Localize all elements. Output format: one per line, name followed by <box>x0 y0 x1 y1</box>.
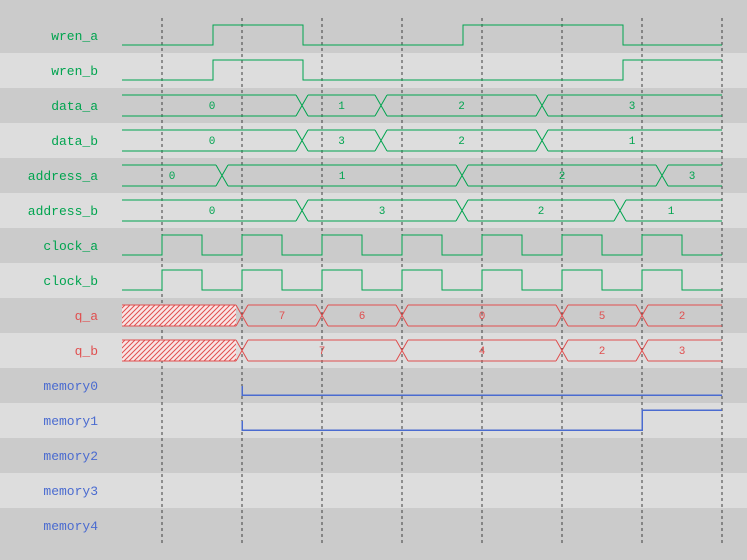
bus-value-q_a: 0 <box>479 311 486 323</box>
bus-value-address_a: 1 <box>339 171 346 183</box>
row-stripe-memory3 <box>0 473 747 508</box>
bus-value-data_a: 2 <box>458 101 465 113</box>
signal-label-q_a[interactable]: q_a <box>75 309 99 324</box>
row-stripe-memory2 <box>0 438 747 473</box>
bus-value-q_a: 2 <box>679 311 686 323</box>
signal-label-wren_b[interactable]: wren_b <box>51 64 98 79</box>
bus-value-data_b: 0 <box>209 136 216 148</box>
bus-value-data_b: 2 <box>458 136 465 148</box>
signal-wave-wren_a <box>122 24 722 46</box>
signal-label-memory3[interactable]: memory3 <box>43 484 98 499</box>
bus-value-address_a: 2 <box>559 171 566 183</box>
row-stripe-wren_b <box>0 53 747 88</box>
signal-wave-wren_b <box>122 59 722 81</box>
signal-name-column: wren_a wren_b data_a data_b address_aaddress… <box>28 29 98 534</box>
signal-wave-memory1 <box>241 409 722 431</box>
signal-wave-address_b: 0 3 2 1 <box>122 199 722 222</box>
bus-value-q_a: 6 <box>359 311 366 323</box>
bus-value-address_b: 3 <box>379 206 386 218</box>
row-stripe-data_b <box>0 123 747 158</box>
signal-label-q_b[interactable]: q_b <box>75 344 98 359</box>
row-stripe-address_b <box>0 193 747 228</box>
signal-label-memory1[interactable]: memory1 <box>43 414 98 429</box>
signal-label-memory2[interactable]: memory2 <box>43 449 98 464</box>
bus-value-q_b: 4 <box>479 346 486 358</box>
row-stripe-wren_a <box>0 18 747 53</box>
signal-label-data_a[interactable]: data_a <box>51 99 98 114</box>
signal-label-wren_a[interactable]: wren_a <box>51 29 98 44</box>
bus-value-address_b: 2 <box>538 206 545 218</box>
row-stripe-q_a <box>0 298 747 333</box>
signal-wave-data_b: 0 3 2 1 <box>122 129 722 152</box>
row-stripe-q_b <box>0 333 747 368</box>
bus-value-address_a: 3 <box>689 171 696 183</box>
signal-wave-clock_a <box>122 234 722 256</box>
signal-label-clock_b[interactable]: clock_b <box>43 274 98 289</box>
bus-value-q_a: 7 <box>279 311 286 323</box>
bus-value-data_a: 3 <box>629 101 636 113</box>
bus-value-address_b: 1 <box>668 206 675 218</box>
signal-waves: 0 1 2 3 0 3 2 1 0 1 2 3 0 3 2 1 7 6 0 5 2 7 4 2 3 <box>122 24 722 431</box>
row-stripe-memory4 <box>0 508 747 543</box>
bus-value-q_a: 5 <box>599 311 606 323</box>
bus-value-data_b: 1 <box>629 136 636 148</box>
bus-value-q_b: 7 <box>319 346 326 358</box>
signal-wave-clock_b <box>122 269 722 291</box>
row-stripe-clock_a <box>0 228 747 263</box>
signal-label-memory0[interactable]: memory0 <box>43 379 98 394</box>
row-stripe-memory1 <box>0 403 747 438</box>
bus-value-address_a: 0 <box>169 171 176 183</box>
bus-value-q_b: 2 <box>599 346 606 358</box>
row-stripe-data_a <box>0 88 747 123</box>
row-stripe-address_a <box>0 158 747 193</box>
signal-wave-data_a: 0 1 2 3 <box>122 94 722 117</box>
signal-wave-memory0 <box>241 386 722 396</box>
signal-label-address_a[interactable]: address_a <box>28 169 98 184</box>
row-stripe-memory0 <box>0 368 747 403</box>
row-stripe-clock_b <box>0 263 747 298</box>
signal-label-clock_a[interactable]: clock_a <box>43 239 98 254</box>
signal-label-address_b[interactable]: address_b <box>28 204 98 219</box>
bus-value-data_b: 3 <box>338 136 345 148</box>
bus-value-address_b: 0 <box>209 206 216 218</box>
signal-label-memory4[interactable]: memory4 <box>43 519 98 534</box>
bus-value-q_b: 3 <box>679 346 686 358</box>
signal-wave-q_a: 7 6 0 5 2 <box>122 304 722 327</box>
signal-label-data_b[interactable]: data_b <box>51 134 98 149</box>
bus-value-data_a: 1 <box>338 101 345 113</box>
signal-wave-address_a: 0 1 2 3 <box>122 164 722 187</box>
signal-wave-q_b: 7 4 2 3 <box>122 339 722 362</box>
bus-value-data_a: 0 <box>209 101 216 113</box>
